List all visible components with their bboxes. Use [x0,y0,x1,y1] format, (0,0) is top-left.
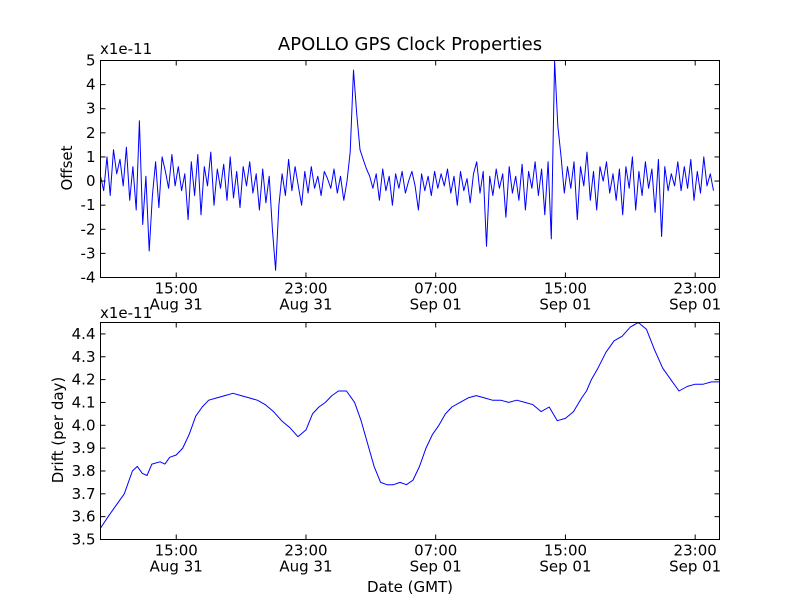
offset-x-tick-date: Aug 31 [150,296,203,314]
drift-x-tick-time: 15:00 [155,542,198,560]
drift-y-tick-label: 3.8 [72,462,96,480]
chart-title: APOLLO GPS Clock Properties [278,34,542,55]
offset-multiplier-label: x1e-11 [100,40,152,58]
drift-y-tick-label: 3.9 [72,439,96,457]
offset-x-tick-time: 23:00 [674,280,717,298]
offset-y-tick-label: 1 [86,148,96,166]
drift-x-tick-date: Aug 31 [279,558,332,576]
drift-y-ticks: 3.5 3.6 3.7 3.8 3.9 4.0 4.1 4.2 4.3 4.4 [72,325,720,549]
offset-y-tick-label: -4 [81,269,96,287]
offset-x-tick-date: Sep 01 [669,296,721,314]
offset-x-tick-time: 15:00 [544,280,587,298]
drift-x-tick-date: Sep 01 [410,558,462,576]
offset-x-tick-date: Sep 01 [539,296,591,314]
offset-y-tick-label: 2 [86,124,96,142]
offset-y-tick-label: 5 [86,52,96,70]
drift-panel: x1e-11 Drift (per day) 3.5 3.6 3.7 3.8 3.9 4.… [49,304,721,596]
drift-multiplier-label: x1e-11 [100,304,152,322]
offset-x-tick-time: 23:00 [284,280,327,298]
offset-y-tick-label: -3 [81,244,96,262]
drift-y-tick-label: 4.1 [72,393,96,411]
drift-x-tick-time: 15:00 [544,542,587,560]
offset-y-tick-label: 3 [86,100,96,118]
drift-y-tick-label: 4.0 [72,416,96,434]
drift-x-tick-date: Sep 01 [669,558,721,576]
offset-x-tick-time: 15:00 [155,280,198,298]
drift-x-tick-time: 23:00 [674,542,717,560]
offset-x-tick-date: Aug 31 [279,296,332,314]
drift-plot-frame [100,322,720,540]
offset-y-axis-label: Offset [58,145,76,190]
offset-y-tick-label: 0 [86,172,96,190]
drift-y-tick-label: 3.7 [72,485,96,503]
drift-x-tick-time: 23:00 [284,542,327,560]
offset-y-tick-label: -1 [81,196,96,214]
drift-x-axis-label: Date (GMT) [367,578,453,596]
offset-plot-frame [100,60,720,278]
drift-x-tick-time: 07:00 [414,542,457,560]
drift-x-tick-date: Aug 31 [150,558,203,576]
offset-y-tick-label: 4 [86,76,96,94]
drift-y-tick-label: 4.2 [72,371,96,389]
drift-series-line [100,322,720,529]
drift-y-tick-label: 4.3 [72,348,96,366]
drift-y-tick-label: 3.5 [72,531,96,549]
drift-y-tick-label: 3.6 [72,508,96,526]
offset-x-tick-time: 07:00 [414,280,457,298]
offset-y-ticks: -4 -3 -2 -1 0 1 2 3 4 5 [81,52,720,287]
offset-x-tick-date: Sep 01 [410,296,462,314]
drift-y-axis-label: Drift (per day) [49,377,67,484]
offset-y-tick-label: -2 [81,220,96,238]
drift-x-tick-date: Sep 01 [539,558,591,576]
offset-series-line [100,60,714,271]
drift-y-tick-label: 4.4 [72,325,96,343]
